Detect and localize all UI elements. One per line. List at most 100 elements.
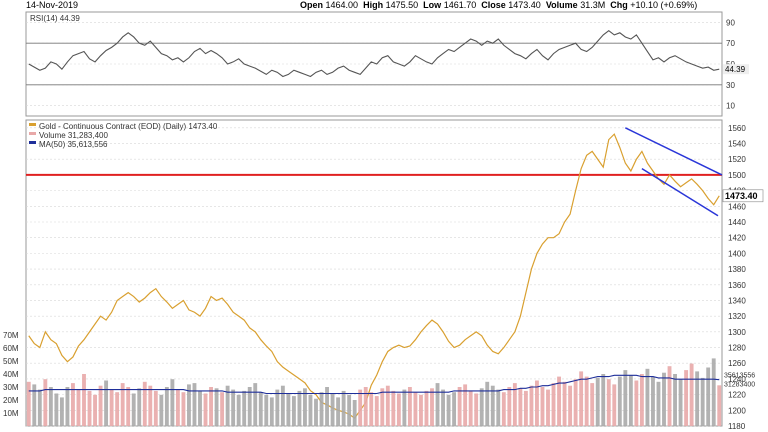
close-label: Close	[481, 0, 506, 10]
volume-bar	[275, 389, 280, 426]
volume-bar	[131, 393, 136, 426]
volume-bar	[76, 389, 81, 426]
open-value: 1464.00	[325, 0, 359, 10]
change-value: +10.10 (+0.69%)	[630, 0, 698, 10]
volume-bar	[82, 374, 86, 426]
volume-bar	[601, 374, 606, 426]
date-label: 14-Nov-2019	[26, 0, 79, 10]
volume-bar	[568, 385, 573, 426]
volume-bar	[595, 377, 600, 426]
volume-bar	[385, 385, 390, 426]
volume-bar	[137, 388, 142, 426]
volume-value: 31.3M	[580, 0, 606, 10]
rsi-last-value-box	[723, 64, 749, 75]
volume-bar	[291, 396, 296, 426]
volume-bar	[463, 384, 468, 426]
volume-bar	[407, 387, 412, 426]
legend-swatch	[29, 123, 36, 126]
volume-tick-label: 30M	[3, 383, 19, 392]
volume-panel: 10M 20M 30M 40M 50M 60M 70M 35613556 31283400	[3, 331, 755, 426]
volume-bar	[551, 383, 556, 426]
volume-bar	[286, 393, 291, 426]
volume-bar	[452, 392, 457, 426]
volume-bar	[673, 374, 677, 426]
volume-bar	[441, 389, 445, 426]
close-value: 1473.40	[508, 0, 541, 10]
volume-bar	[579, 371, 584, 426]
volume-bar	[352, 400, 357, 426]
volume-bar	[109, 389, 114, 426]
volume-bar	[623, 370, 628, 426]
price-tick-label: 1340	[728, 296, 746, 305]
volume-bar	[242, 390, 247, 426]
volume-tick-label: 50M	[3, 357, 19, 366]
volume-bar	[667, 366, 672, 426]
volume-tick-label: 40M	[3, 370, 19, 379]
volume-bar	[330, 393, 335, 426]
volume-bar	[501, 392, 506, 426]
volume-bar	[148, 385, 153, 426]
volume-bar	[529, 385, 534, 426]
volume-bar	[612, 384, 617, 426]
legend-swatch	[29, 132, 36, 135]
volume-label: Volume	[545, 0, 578, 10]
price-tick-label: 1500	[728, 171, 746, 180]
volume-bar	[336, 397, 341, 426]
volume-bar	[347, 394, 352, 426]
volume-tick-label: 70M	[3, 331, 19, 340]
volume-bar	[546, 389, 550, 426]
price-tick-label: 1280	[728, 344, 746, 353]
volume-bar	[634, 380, 639, 426]
price-tick-label: 1200	[728, 406, 746, 415]
volume-bar	[413, 392, 418, 426]
volume-bar	[98, 385, 103, 426]
volume-bar	[142, 381, 147, 426]
volume-bar	[170, 379, 175, 426]
volume-bar	[280, 385, 285, 426]
volume-ma-line	[28, 374, 720, 395]
volume-bar	[717, 385, 722, 426]
volume-bar	[269, 397, 274, 426]
volume-bar	[314, 398, 318, 426]
legend-entry: Volume 31,283,400	[39, 131, 108, 140]
volume-bar	[678, 379, 683, 426]
price-panel: 1180 1200 1220 1240 1260 1280 1300 1320 1340 1360…	[25, 119, 764, 431]
volume-bar	[419, 394, 423, 426]
volume-bar	[231, 389, 236, 426]
volume-bar	[617, 376, 622, 426]
price-tick-label: 1520	[728, 155, 746, 164]
low-label: Low	[423, 0, 442, 10]
volume-last-value: 31283400	[724, 382, 755, 389]
volume-bar	[54, 393, 59, 426]
volume-bar	[341, 390, 346, 426]
price-frame	[25, 119, 723, 427]
volume-bar	[490, 385, 495, 426]
volume-bar	[43, 379, 48, 426]
volume-bar	[540, 387, 545, 426]
volume-bar	[562, 381, 567, 426]
price-tick-label: 1380	[728, 265, 746, 274]
volume-bar	[711, 358, 716, 426]
volume-bar	[153, 390, 158, 426]
price-tick-label: 1320	[728, 312, 746, 321]
volume-bar	[695, 371, 700, 426]
rsi-line	[28, 30, 720, 78]
volume-tick-label: 10M	[3, 409, 19, 418]
volume-tick-label: 20M	[3, 396, 19, 405]
volume-bar	[700, 377, 705, 426]
volume-bar	[297, 390, 302, 426]
rsi-tick-label: 90	[726, 18, 735, 27]
volume-bar	[115, 392, 120, 426]
volume-bar	[662, 372, 666, 426]
volume-bar	[430, 388, 434, 426]
volume-tick-label: 60M	[3, 344, 19, 353]
volume-bar	[220, 392, 225, 426]
volume-bar	[264, 394, 269, 426]
change-label: Chg	[610, 0, 628, 10]
open-label: Open	[300, 0, 324, 10]
price-tick-label: 1360	[728, 281, 746, 290]
volume-bar	[402, 389, 407, 426]
price-tick-label: 1220	[728, 391, 746, 400]
